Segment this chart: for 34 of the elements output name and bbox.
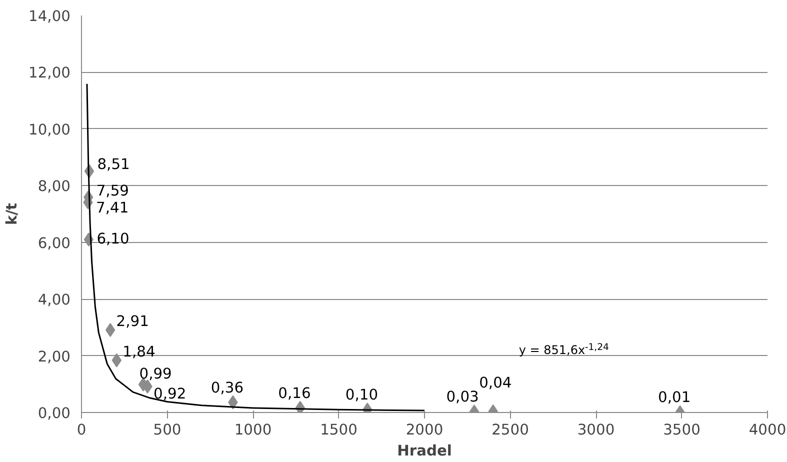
data-label: 0,36 <box>210 379 244 396</box>
x-axis-title: Hradel <box>397 442 452 460</box>
data-label: 0,92 <box>154 385 186 402</box>
y-tick-label: 12,00 <box>28 64 71 82</box>
y-tick-label: 8,00 <box>38 178 71 196</box>
x-tick-label: 2500 <box>492 422 529 438</box>
data-label: 0,16 <box>278 384 311 402</box>
x-tick-label: 4000 <box>748 422 786 438</box>
data-label: 0,03 <box>446 388 479 406</box>
x-tick-label: 500 <box>153 422 182 438</box>
y-tick-label: 14,00 <box>28 8 71 25</box>
point <box>105 322 116 337</box>
data-label: 2,91 <box>116 312 149 330</box>
data-label: 0,04 <box>479 374 512 392</box>
data-label: 7,41 <box>96 199 129 216</box>
data-label: 0,10 <box>345 386 378 404</box>
x-tick-label: 0 <box>76 422 86 438</box>
y-tick-label: 2,00 <box>38 348 71 366</box>
data-label: 0,99 <box>139 365 172 382</box>
data-label: 8,51 <box>97 156 130 174</box>
x-tick-label: 1000 <box>234 422 272 438</box>
y-tick-label: 6,00 <box>38 234 71 252</box>
x-tick-label: 3500 <box>663 422 700 438</box>
y-tick-label: 4,00 <box>38 292 71 309</box>
x-tick-label: 3000 <box>577 422 615 438</box>
y-axis-title: k/t <box>4 202 21 226</box>
x-tick-label: 2000 <box>406 422 444 438</box>
data-label: 1,84 <box>122 343 156 360</box>
data-label: 0,01 <box>658 389 691 406</box>
y-tick-label: 0,00 <box>38 405 71 422</box>
y-tick-label: 10,00 <box>28 121 71 138</box>
data-label: 7,59 <box>96 182 129 200</box>
x-tick-label: 1500 <box>320 422 358 438</box>
data-label: 6,10 <box>96 230 130 248</box>
